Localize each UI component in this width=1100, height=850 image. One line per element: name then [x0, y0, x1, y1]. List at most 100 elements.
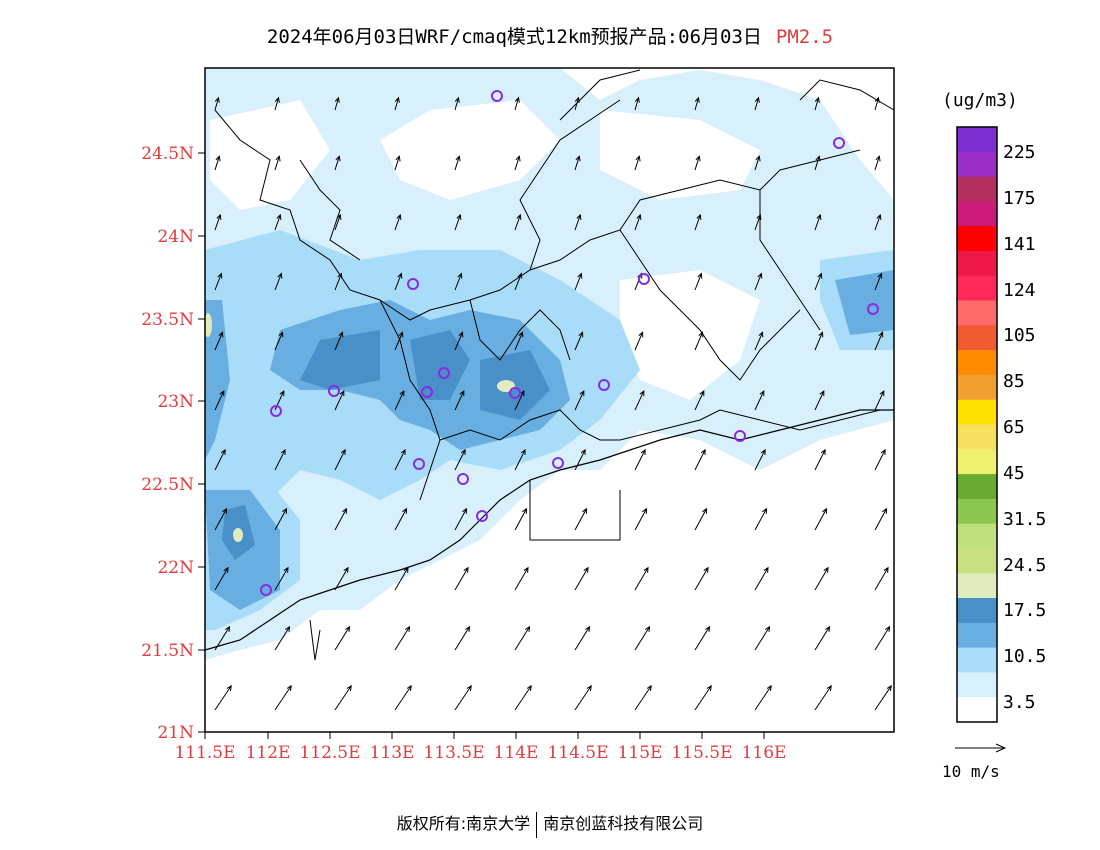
wind-arrow-head [705, 625, 711, 632]
wind-arrow [454, 273, 462, 291]
colorbar-label: 10.5 [1003, 646, 1046, 667]
wind-arrow-head [395, 155, 401, 162]
station-marker [833, 137, 845, 149]
wind-arrow [874, 273, 882, 291]
colorbar-label: 85 [1003, 371, 1025, 392]
concentration-field [204, 68, 894, 732]
wind-arrow-head [819, 390, 825, 397]
colorbar-swatch [957, 449, 997, 475]
wind-arrow [574, 156, 580, 171]
wind-arrow [334, 567, 349, 591]
wind-arrow-head [465, 625, 471, 632]
wind-arrow-head [285, 625, 291, 632]
wind-arrow-head [575, 155, 581, 162]
wind-arrow-head [879, 390, 885, 397]
wind-arrow [574, 390, 585, 411]
admin-boundaries [204, 69, 895, 661]
wind-arrow-head [694, 96, 700, 103]
wind-arrow-head [396, 213, 402, 220]
footer-left: 版权所有:南京大学 [396, 814, 531, 833]
wind-arrow-head [760, 448, 766, 455]
wind-arrow [214, 156, 220, 171]
wind-arrow-head [636, 213, 642, 220]
wind-arrow-head [460, 448, 466, 455]
wind-arrow-head [519, 390, 525, 397]
wind-vectors [214, 96, 892, 711]
lat-label: 21N [157, 723, 194, 743]
wind-arrow [814, 626, 830, 651]
wind-arrow-head [878, 331, 884, 338]
colorbar-label: 24.5 [1003, 555, 1046, 576]
wind-arrow-head [883, 566, 889, 573]
wind-arrow [214, 97, 219, 111]
wind-arrow [214, 508, 227, 531]
wind-arrow [394, 156, 400, 171]
wind-arrow-head [576, 213, 582, 220]
footer-separator [536, 811, 538, 838]
wind-arrow [754, 97, 759, 111]
wind-arrow-head [817, 272, 823, 279]
wind-arrow [874, 390, 885, 411]
station-marker [328, 385, 340, 397]
wind-arrow [634, 97, 639, 111]
wind-arrow [394, 332, 403, 351]
wind-arrow-head [398, 331, 404, 338]
wind-arrow-head [875, 155, 881, 162]
lon-label: 116E [742, 743, 787, 763]
wind-arrow [574, 214, 581, 231]
colorbar-label: 141 [1003, 234, 1036, 255]
wind-arrow-head [286, 684, 292, 691]
wind-arrow-head [466, 684, 472, 691]
wind-arrow [334, 273, 342, 291]
wind-arrow-head [759, 390, 765, 397]
wind-arrow [394, 508, 407, 531]
colorbar-swatch [957, 523, 997, 549]
wind-arrow-head [346, 684, 352, 691]
wind-arrow [814, 685, 832, 711]
colorbar-labels: 225 175 141 124 105 85 65 45 31.5 24.5 1… [1003, 142, 1046, 713]
wind-arrow [394, 449, 406, 471]
colorbar-label: 3.5 [1003, 692, 1036, 713]
wind-arrow [274, 685, 292, 711]
map-title: 2024年06月03日WRF/cmaq模式12km预报产品:06月03日 PM2.… [0, 22, 1100, 49]
colorbar-swatch [957, 697, 997, 723]
wind-arrow [454, 156, 460, 171]
wind-arrow [454, 685, 472, 711]
wind-arrow [454, 332, 463, 351]
wind-arrow [274, 214, 281, 231]
wind-arrow [814, 567, 829, 591]
wind-arrow-head [754, 96, 760, 103]
wind-arrow-head [463, 566, 469, 573]
station-marker [638, 273, 650, 285]
station-marker [867, 303, 879, 315]
wind-arrow [214, 214, 221, 231]
title-pollutant: PM2.5 [775, 26, 834, 48]
colorbar-label: 65 [1003, 417, 1025, 438]
wind-arrow [394, 390, 405, 411]
station-marker [421, 386, 433, 398]
wind-arrow-head [818, 331, 824, 338]
wind-arrow [574, 273, 582, 291]
wind-arrow-head [756, 213, 762, 220]
wind-arrow [214, 685, 232, 711]
wind-arrow-head [635, 155, 641, 162]
wind-arrow-head [459, 390, 465, 397]
footer-right: 南京创蓝科技有限公司 [543, 814, 704, 833]
lat-label: 22.5N [141, 475, 194, 495]
wind-arrow [634, 508, 647, 531]
wind-arrow [454, 567, 469, 591]
wind-arrow [274, 97, 279, 111]
wind-arrow [694, 156, 700, 171]
colorbar-swatch [957, 300, 997, 326]
wind-arrow [814, 449, 826, 471]
lon-label: 114E [494, 743, 539, 763]
colorbar-swatch [957, 127, 997, 153]
wind-arrow-head [454, 96, 460, 103]
colorbar-swatch [957, 399, 997, 425]
colorbar-swatch [957, 275, 997, 302]
wind-arrow [514, 567, 529, 591]
wind-arrow [814, 508, 827, 531]
wind-arrow [454, 449, 466, 471]
wind-arrow-head [703, 566, 709, 573]
wind-arrow-head [762, 507, 768, 514]
